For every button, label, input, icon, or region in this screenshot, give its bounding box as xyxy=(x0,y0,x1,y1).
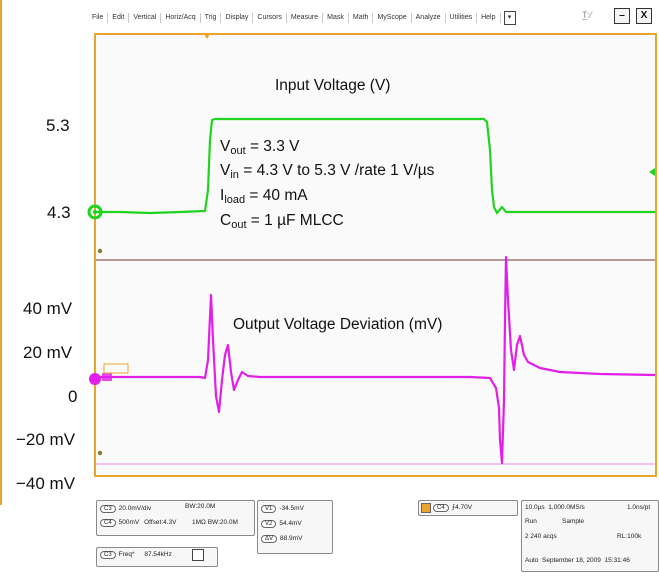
ch4-offset: Offset:4.3V xyxy=(144,519,177,526)
menu-dropdown-button[interactable]: ▾ xyxy=(503,11,516,25)
minimize-button[interactable]: – xyxy=(614,8,630,24)
cout-annotation: Cout = 1 µF MLCC xyxy=(220,212,344,231)
freq-ch-tag: C3 xyxy=(100,551,116,559)
output-channel-tag xyxy=(102,373,112,381)
cursor-delta-v: ΔV 88.9mV xyxy=(261,535,302,543)
ch4-tag: C4 xyxy=(100,519,116,527)
menu-math[interactable]: Math xyxy=(349,13,374,23)
menu-trig[interactable]: Trig xyxy=(201,13,222,23)
scale-label-0: 0 xyxy=(68,387,78,406)
menu-myscope[interactable]: MyScope xyxy=(373,13,412,23)
menu-help[interactable]: Help xyxy=(477,13,501,23)
acq-timestamp: Auto September 18, 2009 15:31:46 xyxy=(525,557,630,564)
menu-analyze[interactable]: Analyze xyxy=(412,13,446,23)
ch4-scale: 500mV xyxy=(118,519,140,526)
input-channel-marker[interactable] xyxy=(87,204,103,220)
measure-menu-icon[interactable] xyxy=(192,549,204,561)
input-voltage-title: Input Voltage (V) xyxy=(275,77,391,94)
menu-horiz-acq[interactable]: Horiz/Acq xyxy=(161,13,201,23)
trigger-level: 4.70V xyxy=(455,504,473,511)
trigger-position-marker xyxy=(204,34,210,39)
ch4-impedance-bandwidth: 1MΩ BW:20.0M xyxy=(192,519,238,526)
vout-annotation: Vout = 3.3 V xyxy=(220,138,300,157)
scale-label-minus-40mv: −40 mV xyxy=(16,474,76,493)
input-channel-marker-dot xyxy=(92,209,98,215)
trigger-level-tag xyxy=(103,363,129,374)
acquisition-readout-box xyxy=(521,500,659,572)
acq-resolution: 1.0ns/pt xyxy=(627,504,651,511)
cursor-v1: V1 -34.5mV xyxy=(261,505,304,513)
trigger-status-icon: T̲:⁄ xyxy=(582,10,592,20)
freq-row: C3 Freq* 87.54kHz xyxy=(100,551,172,559)
scale-label-20mv: 20 mV xyxy=(23,343,73,362)
frequency-measure-box[interactable] xyxy=(96,547,218,567)
iload-annotation: Iload = 40 mA xyxy=(220,187,308,206)
output-deviation-trace xyxy=(96,255,656,465)
menu-edit[interactable]: Edit xyxy=(108,13,130,23)
output-deviation-title: Output Voltage Deviation (mV) xyxy=(233,316,443,333)
menu-cursors[interactable]: Cursors xyxy=(253,13,287,23)
ch3-scale: 20.0mV/div xyxy=(118,505,152,512)
ch3-settings-row[interactable]: C3 20.0mV/div xyxy=(100,505,151,513)
ref-dot-lower xyxy=(97,450,103,456)
acq-run-state: Run xyxy=(525,518,537,525)
scale-label-40mv: 40 mV xyxy=(23,299,73,318)
acq-count: 2 240 acqs xyxy=(525,533,557,540)
scale-label-4-3: 4.3 xyxy=(47,203,71,222)
trigger-mode-icon xyxy=(421,503,431,513)
menu-vertical[interactable]: Vertical xyxy=(129,13,162,23)
menu-bar: File Edit Vertical Horiz/Acq Trig Displa… xyxy=(88,8,659,28)
trigger-row: C4 ⨍4.70V xyxy=(433,503,472,512)
vin-annotation: Vin = 4.3 V to 5.3 V /rate 1 V/µs xyxy=(220,162,435,181)
scale-label-5-3: 5.3 xyxy=(46,116,70,135)
menu-display[interactable]: Display xyxy=(221,13,254,23)
window-edge xyxy=(0,0,2,505)
menu-mask[interactable]: Mask xyxy=(323,13,349,23)
freq-value: 87.54kHz xyxy=(144,551,172,558)
cursor-v2: V2 54.4mV xyxy=(261,520,302,528)
acq-mode: Sample xyxy=(562,518,585,525)
menu-file[interactable]: File xyxy=(88,13,109,23)
scale-label-minus-20mv: −20 mV xyxy=(16,430,76,449)
ref-dot-upper xyxy=(97,248,103,254)
input-voltage-trace xyxy=(96,117,655,215)
ch4-settings-row[interactable]: C4 500mV Offset:4.3V xyxy=(100,519,177,527)
acq-row-1: 10.0µs 1,000.0MS/s xyxy=(525,504,585,511)
input-right-marker xyxy=(649,168,655,176)
close-button[interactable]: X xyxy=(636,8,652,24)
menu-measure[interactable]: Measure xyxy=(287,13,324,23)
scope-display[interactable] xyxy=(94,33,657,477)
channel-settings-box[interactable] xyxy=(96,500,255,536)
ch3-tag: C3 xyxy=(100,505,116,513)
record-length: RL:100k xyxy=(617,533,642,540)
output-channel-marker[interactable] xyxy=(89,373,101,385)
trigger-source: C4 xyxy=(433,504,449,512)
menu-utilities[interactable]: Utilities xyxy=(446,13,478,23)
freq-label: Freq* xyxy=(118,551,135,558)
trigger-slope-icon: ⨍ xyxy=(451,504,456,511)
ch3-bandwidth: BW:20.0M xyxy=(185,503,216,510)
